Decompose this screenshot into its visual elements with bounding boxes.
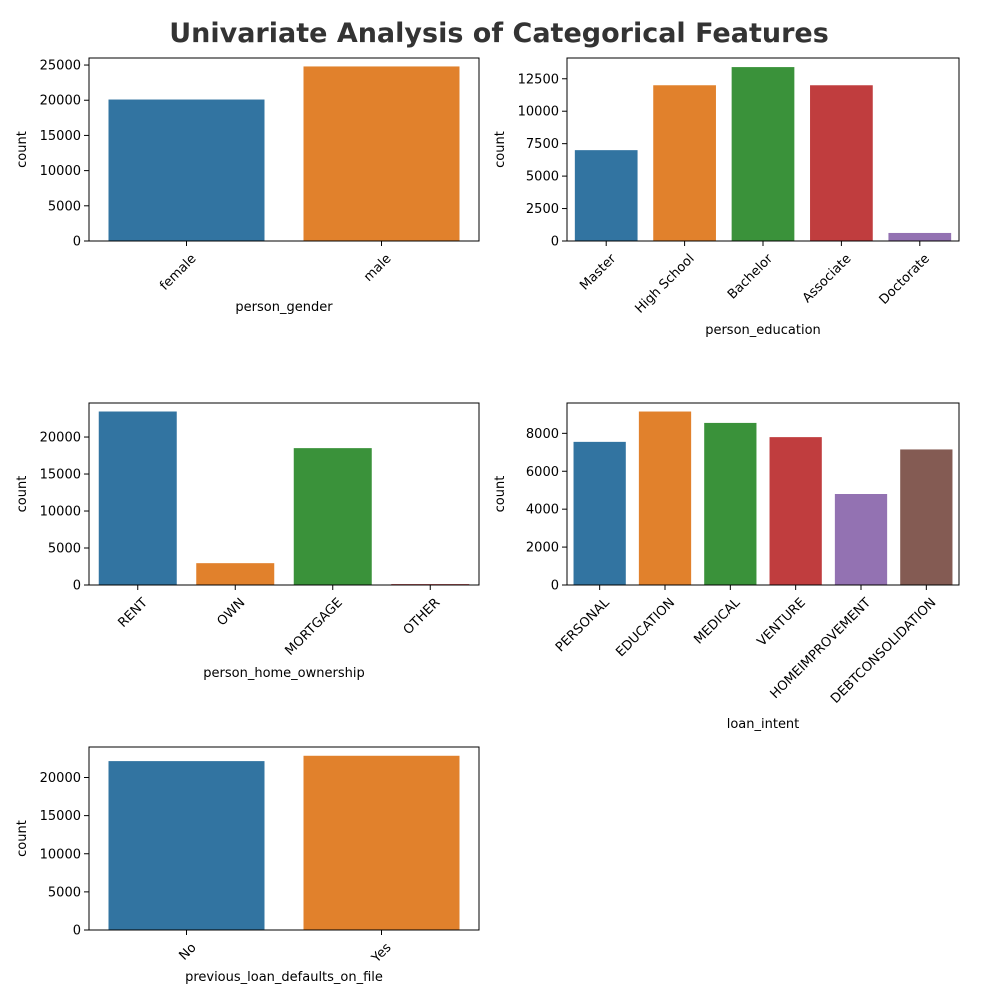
bar-medical [704,422,757,585]
y-tick-label: 2500 [526,202,559,217]
bar-no [108,761,265,930]
x-tick-label-yes: Yes [368,940,394,966]
bar-master [574,150,638,241]
x-axis-label: previous_loan_defaults_on_file [185,970,383,985]
x-axis-label: person_gender [235,300,333,315]
bar-associate [810,85,873,241]
y-tick-label: 0 [551,235,559,250]
chart-panel-loan-intent: 0 2000 4000 6000 8000 PERSONAL EDUCATION MEDICA… [493,402,960,732]
bar-own [196,563,275,585]
y-tick-label: 4000 [526,503,559,518]
y-tick-label: 10000 [40,847,81,862]
x-tick-label-debtconsolidation: DEBTCONSOLIDATION [828,595,939,706]
y-axis-label: count [15,820,30,857]
y-tick-label: 0 [73,235,81,250]
axes-frame [88,402,480,586]
bar-doctorate [888,232,952,241]
bar-female [108,99,265,241]
x-axis-label: person_home_ownership [203,666,364,681]
bar-high-school [653,85,716,241]
x-tick-label-rent: RENT [115,595,150,630]
x-tick-label-associate: Associate [800,251,855,306]
y-axis-label: count [493,476,508,513]
bar-debtconsolidation [900,449,953,585]
y-tick-label: 12500 [518,72,559,87]
bar-homeimprovement [834,494,888,585]
bar-yes [303,755,460,930]
x-tick-label-mortgage: MORTGAGE [283,595,346,658]
y-tick-label: 5000 [48,542,81,557]
y-tick-label: 6000 [526,465,559,480]
x-tick-label-female: female [157,251,199,293]
y-tick-label: 25000 [40,59,81,74]
y-tick-label: 10000 [40,164,81,179]
y-tick-label: 20000 [40,94,81,109]
y-axis-label: count [15,131,30,168]
x-tick-label-doctorate: Doctorate [877,251,933,307]
y-tick-label: 15000 [40,809,81,824]
x-tick-label-no: No [176,940,199,963]
bar-venture [769,437,822,586]
y-axis-label: count [493,131,508,168]
x-tick-label-master: Master [577,251,619,293]
y-axis-label: count [15,476,30,513]
bar-personal [573,441,626,585]
chart-panel-previous-loan-defaults-on-file: 0 5000 10000 15000 20000 No Yes previous_loan_d… [15,746,480,985]
bar-rent [98,411,177,585]
y-tick-label: 8000 [526,427,559,442]
figure-title: Univariate Analysis of Categorical Featu… [169,18,829,49]
x-axis-label: person_education [705,323,821,338]
axes-frame [88,57,480,242]
y-tick-label: 0 [73,924,81,939]
y-tick-label: 5000 [48,199,81,214]
y-tick-label: 10000 [518,105,559,120]
axes-frame [566,402,960,586]
y-tick-label: 0 [73,579,81,594]
y-tick-label: 20000 [40,771,81,786]
y-tick-label: 20000 [40,431,81,446]
y-tick-label: 5000 [526,170,559,185]
y-tick-label: 0 [551,579,559,594]
y-tick-label: 7500 [526,137,559,152]
chart-panel-person-home-ownership: 0 5000 10000 15000 20000 RENT OWN MORTGAGE OTHER… [15,402,480,681]
bar-male [303,66,460,241]
y-tick-label: 10000 [40,505,81,520]
y-tick-label: 15000 [40,129,81,144]
chart-panel-person-education: 0 2500 5000 7500 10000 12500 Master High School… [493,57,960,338]
x-tick-label-venture: VENTURE [755,595,809,649]
bar-bachelor [731,67,795,241]
x-tick-label-education: EDUCATION [613,595,678,660]
y-tick-label: 15000 [40,468,81,483]
x-axis-label: loan_intent [727,717,800,732]
x-tick-label-male: male [361,251,394,284]
x-tick-label-high-school: High School [632,251,697,316]
bar-mortgage [293,448,372,585]
x-tick-label-personal: PERSONAL [553,595,613,655]
y-tick-label: 5000 [48,885,81,900]
bar-education [638,411,692,585]
x-tick-label-other: OTHER [401,595,444,638]
x-tick-label-medical: MEDICAL [691,595,743,647]
y-tick-label: 2000 [526,541,559,556]
axes-frame [88,746,480,931]
x-tick-label-bachelor: Bachelor [725,251,777,303]
chart-panel-person-gender: 0 5000 10000 15000 20000 25000 female male perso… [15,57,480,315]
x-tick-label-own: OWN [214,595,248,629]
